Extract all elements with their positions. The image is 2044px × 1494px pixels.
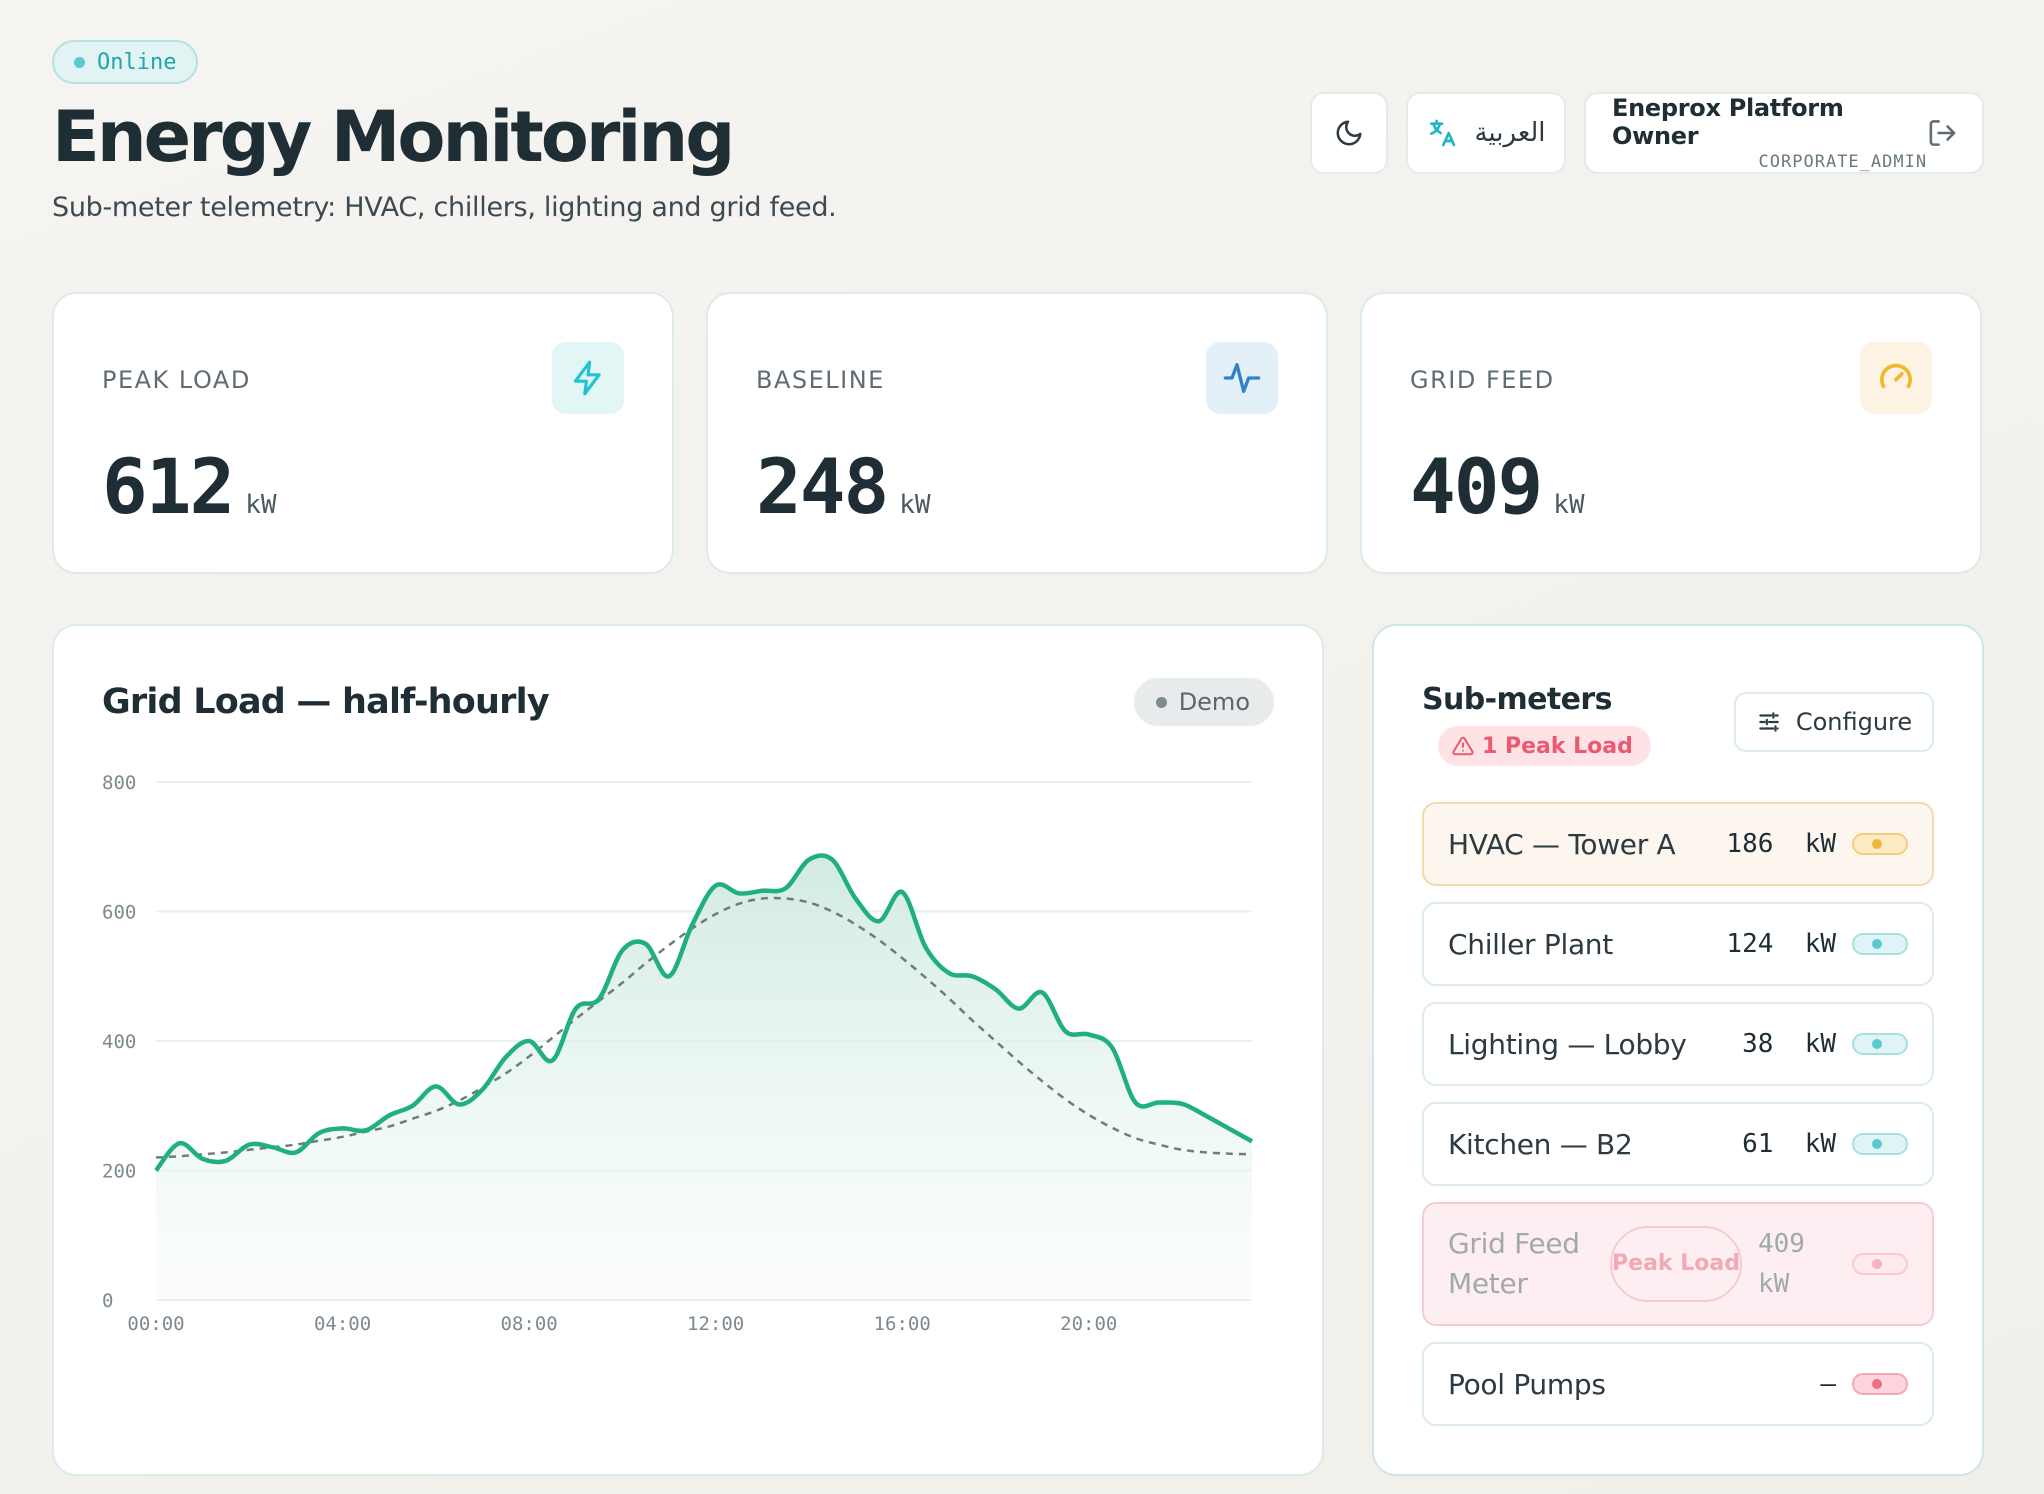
y-tick-label: 200	[102, 1161, 136, 1183]
x-tick-label: 00:00	[127, 1313, 184, 1335]
language-button[interactable]: العربية	[1406, 92, 1566, 174]
user-name: Eneprox Platform Owner	[1612, 94, 1844, 150]
meter-value: 186 kW	[1726, 829, 1836, 859]
alert-chip-label: 1 Peak Load	[1482, 733, 1633, 759]
meter-name: Chiller Plant	[1448, 927, 1613, 961]
meter-name: HVAC — Tower A	[1448, 827, 1676, 861]
status-text: Online	[97, 49, 177, 75]
language-label: العربية	[1474, 118, 1546, 148]
load-line	[154, 853, 1254, 1172]
kpi-value: 248 kW	[756, 442, 931, 531]
sub-meters-panel: Sub-meters 1 Peak Load Configure HVAC — …	[1372, 624, 1984, 1476]
meter-row-lighting-lobby[interactable]: Lighting — Lobby 38 kW	[1422, 1002, 1934, 1086]
x-tick-label: 12:00	[687, 1313, 744, 1335]
meter-value: —	[1820, 1369, 1836, 1399]
demo-dot-icon	[1155, 696, 1167, 708]
sub-meters-title: Sub-meters	[1422, 682, 1612, 717]
kpi-unit: kW	[1553, 490, 1585, 520]
trend-line	[155, 896, 1253, 1159]
peak-load-badge: Peak Load	[1610, 1226, 1742, 1302]
status-badge: Online	[52, 40, 199, 84]
page-title: Energy Monitoring	[52, 96, 735, 178]
x-tick-label: 16:00	[874, 1313, 931, 1335]
meter-toggle[interactable]	[1852, 1373, 1908, 1395]
kpi-value: 409 kW	[1410, 442, 1585, 531]
kpi-label: BASELINE	[756, 366, 885, 394]
kpi-label: PEAK LOAD	[102, 366, 251, 394]
kpi-card-peak-load: PEAK LOAD 612 kW	[52, 292, 674, 574]
meter-row-hvac-tower-a[interactable]: HVAC — Tower A 186 kW	[1422, 802, 1934, 886]
logout-icon[interactable]	[1927, 117, 1958, 149]
meter-value: 124 kW	[1726, 929, 1836, 959]
peak-load-alert-chip: 1 Peak Load	[1438, 726, 1651, 766]
kpi-unit: kW	[245, 490, 277, 520]
gauge-icon	[1860, 342, 1932, 414]
configure-label: Configure	[1795, 708, 1913, 736]
kpi-value: 612 kW	[102, 442, 277, 531]
area-fill	[156, 855, 1252, 1300]
warning-icon	[1452, 736, 1474, 756]
meter-toggle[interactable]	[1852, 833, 1908, 855]
meter-row-chiller-plant[interactable]: Chiller Plant 124 kW	[1422, 902, 1934, 986]
meter-toggle[interactable]	[1852, 1253, 1908, 1275]
meter-value: 61 kW	[1742, 1129, 1836, 1159]
meter-name: Lighting — Lobby	[1448, 1027, 1687, 1061]
meter-name: Kitchen — B2	[1448, 1127, 1633, 1161]
status-dot-icon	[74, 56, 85, 68]
kpi-number: 612	[102, 442, 235, 531]
meter-value: 409 kW	[1758, 1229, 1805, 1299]
demo-badge-label: Demo	[1178, 688, 1250, 716]
x-tick-label: 04:00	[314, 1313, 371, 1335]
grid-load-chart: 0 200 400 600 800 00:00 04:00 08:00 12:00 16:00 20…	[102, 772, 1254, 1335]
y-tick-label: 400	[102, 1031, 136, 1053]
grid-load-chart-panel: Grid Load — half-hourly Demo 0 200 400 600 8…	[52, 624, 1324, 1476]
meter-row-pool-pumps[interactable]: Pool Pumps —	[1422, 1342, 1934, 1426]
translate-icon	[1430, 119, 1456, 147]
x-tick-label: 20:00	[1060, 1313, 1117, 1335]
page-subtitle: Sub-meter telemetry: HVAC, chillers, lig…	[52, 192, 837, 223]
kpi-number: 248	[756, 442, 889, 531]
demo-badge: Demo	[1133, 678, 1274, 726]
activity-icon	[1206, 342, 1278, 414]
meter-row-grid-feed-meter[interactable]: Grid Feed Meter Peak Load 409 kW	[1422, 1202, 1934, 1326]
user-role: CORPORATE_ADMIN	[1758, 152, 1928, 172]
y-tick-label: 800	[102, 772, 136, 794]
moon-icon	[1336, 120, 1362, 146]
y-tick-label: 0	[102, 1290, 113, 1312]
kpi-card-grid-feed: GRID FEED 409 kW	[1360, 292, 1982, 574]
kpi-unit: kW	[899, 490, 931, 520]
meter-toggle[interactable]	[1852, 1033, 1908, 1055]
x-tick-label: 08:00	[501, 1313, 558, 1335]
meter-toggle[interactable]	[1852, 933, 1908, 955]
meter-toggle[interactable]	[1852, 1133, 1908, 1155]
meter-name: Grid Feed Meter	[1448, 1227, 1580, 1300]
user-info: Eneprox Platform Owner CORPORATE_ADMIN	[1612, 94, 1927, 172]
lightning-icon	[552, 342, 624, 414]
meter-row-kitchen-b2[interactable]: Kitchen — B2 61 kW	[1422, 1102, 1934, 1186]
y-tick-label: 600	[102, 902, 136, 924]
chart-title: Grid Load — half-hourly	[102, 682, 550, 722]
theme-toggle-button[interactable]	[1310, 92, 1388, 174]
user-menu[interactable]: Eneprox Platform Owner CORPORATE_ADMIN	[1584, 92, 1984, 174]
kpi-label: GRID FEED	[1410, 366, 1555, 394]
kpi-number: 409	[1410, 442, 1543, 531]
kpi-card-baseline: BASELINE 248 kW	[706, 292, 1328, 574]
configure-button[interactable]: Configure	[1734, 692, 1934, 752]
meter-name: Pool Pumps	[1448, 1367, 1606, 1401]
sliders-icon	[1759, 712, 1779, 732]
meter-value: 38 kW	[1742, 1029, 1836, 1059]
